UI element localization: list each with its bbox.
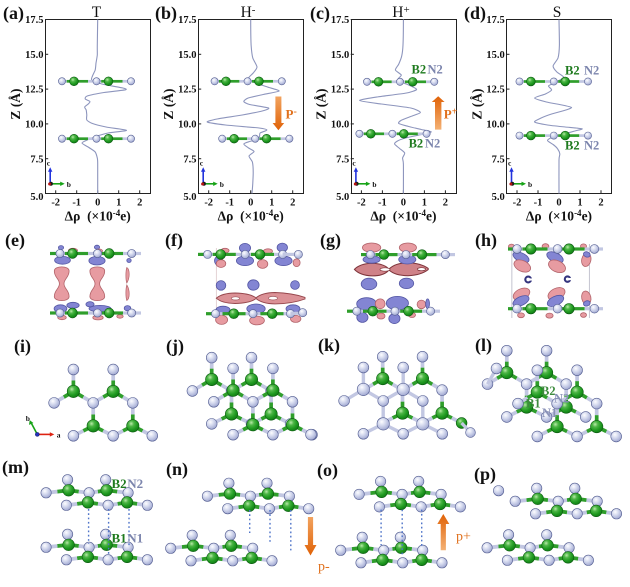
svg-text:p-: p-	[318, 560, 330, 575]
svg-text:(h): (h)	[475, 230, 497, 251]
svg-text:1: 1	[269, 198, 274, 209]
svg-text:(o): (o)	[317, 460, 338, 481]
svg-text:B1: B1	[526, 397, 541, 411]
svg-text:Z (Å): Z (Å)	[314, 88, 329, 119]
svg-text:5.0: 5.0	[336, 192, 349, 203]
svg-text:-2: -2	[357, 198, 366, 209]
svg-text:N1: N1	[542, 406, 557, 420]
svg-text:2: 2	[598, 198, 603, 209]
svg-text:B2: B2	[565, 139, 580, 153]
svg-text:12.5: 12.5	[25, 85, 43, 96]
svg-text:2: 2	[137, 198, 142, 209]
svg-text:17.5: 17.5	[178, 15, 196, 26]
svg-text:2: 2	[290, 198, 295, 209]
svg-text:B2: B2	[112, 476, 127, 491]
svg-text:Z (Å): Z (Å)	[161, 88, 176, 119]
svg-text:2: 2	[443, 198, 448, 209]
svg-text:15.0: 15.0	[25, 50, 43, 61]
svg-text:0: 0	[556, 198, 561, 209]
svg-text:B2: B2	[409, 137, 424, 151]
svg-text:10.0: 10.0	[331, 120, 349, 131]
svg-text:-1: -1	[378, 198, 387, 209]
svg-text:S: S	[553, 4, 562, 21]
svg-text:0: 0	[401, 198, 406, 209]
svg-text:12.5: 12.5	[486, 85, 504, 96]
svg-text:(j): (j)	[166, 336, 184, 357]
svg-text:(g): (g)	[320, 230, 341, 251]
svg-text:(l): (l)	[475, 335, 492, 356]
svg-text:c: c	[352, 158, 356, 167]
svg-text:b: b	[67, 180, 71, 189]
svg-text:15.0: 15.0	[178, 50, 196, 61]
svg-text:Δρ (×10-4e): Δρ (×10-4e)	[370, 208, 436, 224]
svg-text:17.5: 17.5	[25, 15, 43, 26]
svg-text:c: c	[47, 158, 51, 167]
svg-text:(i): (i)	[14, 336, 31, 357]
svg-text:b: b	[372, 180, 376, 189]
svg-text:-2: -2	[51, 198, 60, 209]
svg-text:N2: N2	[127, 476, 143, 491]
svg-text:N2: N2	[584, 64, 599, 78]
svg-text:0: 0	[95, 198, 100, 209]
svg-text:Δρ (×10-4e): Δρ (×10-4e)	[65, 208, 131, 224]
svg-text:5.0: 5.0	[492, 192, 505, 203]
svg-text:17.5: 17.5	[486, 15, 504, 26]
svg-text:B2: B2	[412, 63, 427, 77]
svg-text:7.5: 7.5	[183, 154, 196, 165]
svg-text:B2: B2	[565, 64, 580, 78]
svg-text:1: 1	[577, 198, 582, 209]
svg-text:10.0: 10.0	[25, 120, 43, 131]
svg-text:0: 0	[248, 198, 253, 209]
svg-text:Δρ (×10-4e): Δρ (×10-4e)	[218, 208, 284, 224]
svg-text:N2: N2	[425, 137, 440, 151]
svg-text:5.0: 5.0	[183, 192, 196, 203]
svg-text:(d): (d)	[464, 3, 486, 24]
svg-text:-1: -1	[225, 198, 234, 209]
svg-text:(m): (m)	[2, 457, 29, 478]
svg-text:10.0: 10.0	[486, 120, 504, 131]
svg-text:(e): (e)	[5, 230, 25, 251]
svg-text:12.5: 12.5	[178, 85, 196, 96]
svg-text:-2: -2	[204, 198, 213, 209]
svg-text:1: 1	[116, 198, 121, 209]
svg-text:7.5: 7.5	[492, 154, 505, 165]
svg-text:Z (Å): Z (Å)	[469, 88, 484, 119]
svg-text:B1: B1	[112, 531, 127, 546]
svg-text:1: 1	[422, 198, 427, 209]
svg-text:B2: B2	[541, 384, 556, 398]
svg-text:-1: -1	[72, 198, 81, 209]
svg-text:N1: N1	[127, 531, 143, 546]
svg-text:a: a	[57, 430, 61, 439]
svg-text:p+: p+	[456, 530, 471, 545]
svg-text:(c): (c)	[310, 3, 330, 24]
svg-text:12.5: 12.5	[331, 85, 349, 96]
svg-text:-2: -2	[513, 198, 522, 209]
svg-text:15.0: 15.0	[331, 50, 349, 61]
svg-text:b: b	[26, 414, 30, 423]
svg-text:10.0: 10.0	[178, 120, 196, 131]
svg-text:(f): (f)	[165, 230, 183, 251]
svg-text:(b): (b)	[155, 3, 177, 24]
svg-text:(p): (p)	[474, 464, 496, 485]
svg-text:7.5: 7.5	[30, 154, 43, 165]
svg-text:N2: N2	[428, 63, 443, 77]
svg-text:17.5: 17.5	[331, 15, 349, 26]
svg-text:15.0: 15.0	[486, 50, 504, 61]
svg-text:Z (Å): Z (Å)	[8, 88, 23, 119]
svg-text:(k): (k)	[318, 335, 340, 356]
svg-text:N2: N2	[584, 139, 599, 153]
svg-text:c: c	[200, 158, 204, 167]
svg-text:(a): (a)	[3, 3, 24, 24]
svg-text:N2: N2	[554, 392, 569, 406]
svg-text:P-: P-	[286, 106, 297, 121]
svg-text:b: b	[220, 180, 224, 189]
svg-text:c: c	[508, 158, 512, 167]
svg-text:(n): (n)	[166, 459, 188, 480]
svg-text:-1: -1	[534, 198, 543, 209]
svg-text:T: T	[92, 4, 102, 21]
svg-text:7.5: 7.5	[336, 154, 349, 165]
svg-text:b: b	[528, 180, 532, 189]
svg-text:5.0: 5.0	[30, 192, 43, 203]
svg-text:Δρ (×10-4e): Δρ (×10-4e)	[526, 208, 592, 224]
